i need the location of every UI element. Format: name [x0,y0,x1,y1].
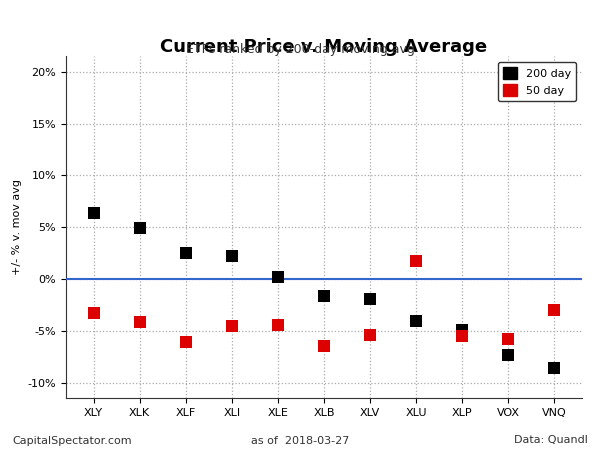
200 day [503,351,513,358]
50 day [181,339,191,346]
200 day [319,292,329,299]
Legend: 200 day, 50 day: 200 day, 50 day [498,62,577,101]
200 day [181,250,191,257]
200 day [457,326,467,333]
200 day [365,295,375,302]
200 day [227,252,236,260]
200 day [89,209,98,216]
50 day [457,333,467,340]
50 day [319,343,329,350]
50 day [412,258,421,265]
200 day [412,317,421,324]
50 day [227,322,236,329]
Title: Current Price v. Moving Average: Current Price v. Moving Average [160,38,488,56]
Y-axis label: +/- % v. mov avg: +/- % v. mov avg [12,179,22,275]
Text: as of  2018-03-27: as of 2018-03-27 [251,436,349,446]
50 day [365,332,375,339]
Text: ETFs ranked by 200-day moving avg: ETFs ranked by 200-day moving avg [185,43,415,56]
50 day [135,318,145,325]
200 day [135,225,145,232]
Text: Data: Quandl: Data: Quandl [514,436,588,446]
200 day [550,364,559,372]
Text: CapitalSpectator.com: CapitalSpectator.com [12,436,131,446]
50 day [550,306,559,314]
50 day [273,321,283,328]
200 day [273,274,283,281]
50 day [503,336,513,343]
50 day [89,310,98,317]
